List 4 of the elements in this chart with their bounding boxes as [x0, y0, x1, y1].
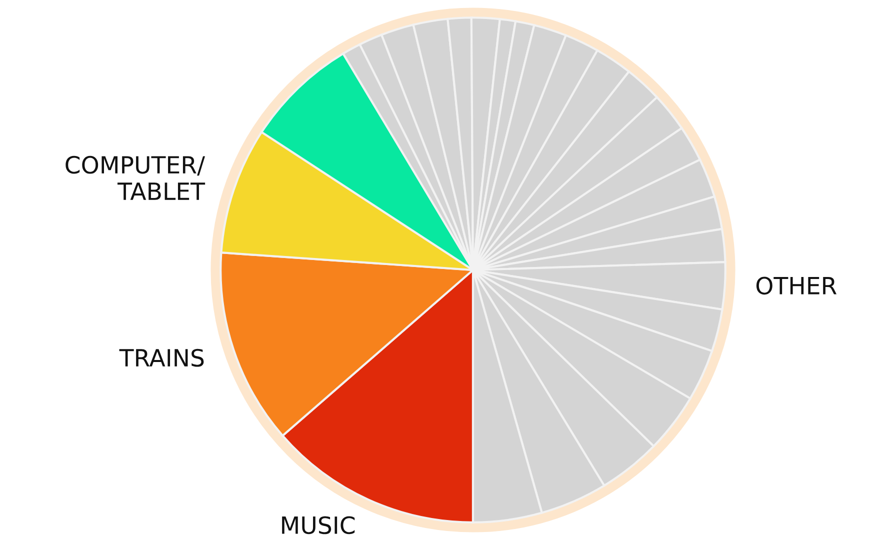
- slice-label: OTHER: [756, 276, 837, 295]
- slice-label: TRAINS: [119, 348, 204, 367]
- slice-label: MUSIC: [282, 516, 355, 534]
- slice-label: COMPUTER/ TABLET: [66, 156, 206, 200]
